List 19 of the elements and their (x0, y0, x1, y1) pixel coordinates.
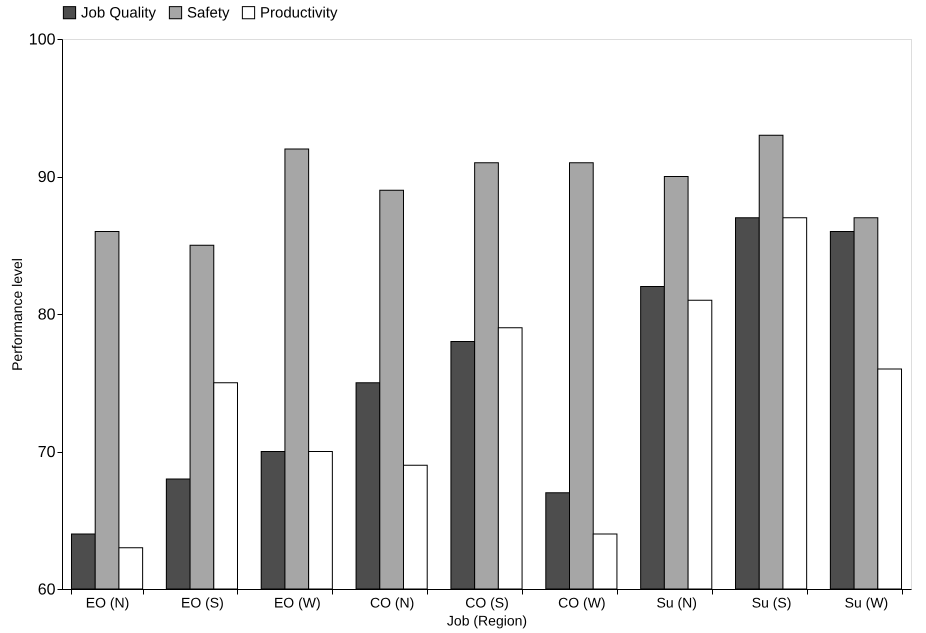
legend-label: Safety (187, 4, 230, 22)
legend-label: Productivity (260, 4, 338, 22)
x-tick-label: Su (S) (752, 594, 792, 610)
y-tick-label: 100 (28, 32, 56, 48)
x-tick-label: CO (N) (370, 594, 414, 610)
x-tick-label: EO (W) (274, 594, 321, 610)
x-tick-label: EO (N) (86, 594, 130, 610)
x-tick-label: Su (W) (844, 594, 888, 610)
x-tick-label: Su (N) (656, 594, 697, 610)
x-axis-title: Job (Region) (446, 612, 528, 628)
x-tick-label: EO (S) (181, 594, 224, 610)
y-tick-label: 80 (38, 306, 56, 324)
x-tick-label: CO (S) (465, 594, 509, 610)
y-tick-label: 60 (38, 582, 56, 598)
y-tick-label: 90 (38, 169, 56, 186)
legend-label: Job Quality (81, 4, 157, 22)
x-tick-label: CO (W) (558, 594, 606, 610)
y-axis-title: Performance level (8, 258, 25, 371)
y-tick-label: 70 (38, 444, 56, 461)
